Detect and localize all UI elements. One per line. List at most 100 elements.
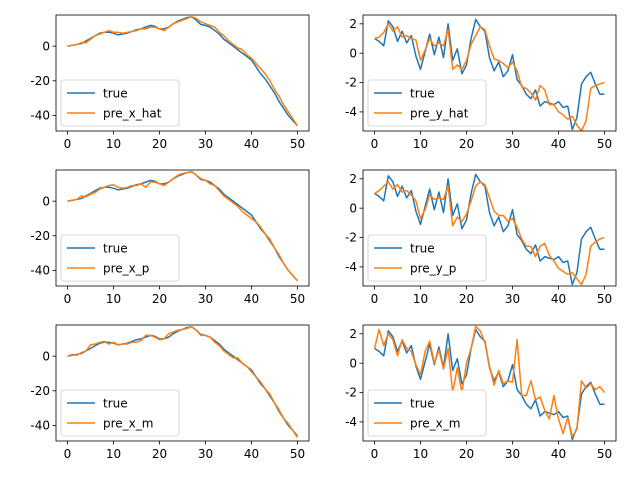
legend: true pre_x_hat — [60, 79, 180, 127]
series-line-pre_x_hat — [67, 15, 299, 127]
legend: true pre_x_m — [367, 389, 487, 437]
y-tick-label: -4 — [345, 415, 357, 429]
legend-label: pre_x_m — [103, 416, 153, 430]
legend-label: true — [410, 396, 435, 410]
x-tick-label: 30 — [505, 447, 520, 461]
y-tick-label: -2 — [345, 386, 357, 400]
x-tick-label: 10 — [106, 292, 121, 306]
axes-frame — [55, 324, 310, 442]
series-group — [67, 15, 299, 127]
y-tick-label: -40 — [30, 419, 50, 433]
y-tick-label: 0 — [42, 39, 50, 53]
legend: true pre_y_hat — [367, 79, 487, 127]
axes-frame — [362, 14, 617, 132]
series-line-true — [374, 18, 605, 131]
legend-label: true — [103, 241, 128, 255]
legend-frame — [367, 79, 487, 127]
x-tick-label: 50 — [597, 447, 612, 461]
y-tick-label: 0 — [349, 356, 357, 370]
series-group — [67, 170, 299, 282]
x-tick-label: 20 — [459, 137, 474, 151]
x-tick-label: 50 — [290, 292, 305, 306]
y-tick-label: -4 — [345, 260, 357, 274]
x-tick-label: 10 — [413, 447, 428, 461]
series-group — [373, 325, 606, 441]
x-tick-label: 20 — [152, 292, 167, 306]
y-tick-label: -2 — [345, 231, 357, 245]
x-tick-label: 0 — [64, 447, 72, 461]
x-tick-label: 30 — [198, 447, 213, 461]
x-tick-label: 0 — [371, 137, 379, 151]
legend-frame — [60, 389, 180, 437]
x-tick-label: 50 — [290, 447, 305, 461]
y-tick-label: 2 — [349, 17, 357, 31]
x-tick-label: 40 — [244, 447, 259, 461]
legend-label: true — [103, 396, 128, 410]
subplot-3: 0 10 20 30 40 50 0 -20 -40 true pre_x_p — [30, 169, 310, 306]
x-tick-label: 20 — [152, 447, 167, 461]
y-tick-label: 2 — [349, 327, 357, 341]
series-group — [374, 173, 605, 286]
x-tick-label: 0 — [64, 137, 72, 151]
y-tick-label: -20 — [30, 74, 50, 88]
y-tick-label: 2 — [349, 172, 357, 186]
series-line-pre_x_p — [67, 170, 299, 282]
legend: true pre_y_p — [367, 234, 487, 282]
y-tick-label: -40 — [30, 264, 50, 278]
legend-frame — [367, 389, 487, 437]
series-line-pre_y_p — [374, 181, 605, 286]
x-tick-label: 30 — [198, 292, 213, 306]
legend-label: pre_x_p — [103, 261, 149, 275]
series-group — [374, 18, 605, 131]
y-tick-label: -20 — [30, 384, 50, 398]
legend-frame — [367, 234, 487, 282]
y-tick-label: -2 — [345, 76, 357, 90]
series-line-pre_x_m — [373, 325, 606, 438]
x-tick-label: 0 — [371, 447, 379, 461]
axes-frame — [362, 169, 617, 287]
legend-label: pre_y_p — [410, 261, 456, 275]
x-tick-label: 50 — [597, 137, 612, 151]
x-tick-label: 10 — [106, 447, 121, 461]
legend-label: pre_x_hat — [103, 106, 162, 120]
x-tick-label: 20 — [152, 137, 167, 151]
legend-frame — [60, 79, 180, 127]
x-tick-label: 0 — [64, 292, 72, 306]
x-tick-label: 0 — [371, 292, 379, 306]
x-tick-label: 20 — [459, 292, 474, 306]
x-tick-label: 40 — [551, 292, 566, 306]
x-tick-label: 10 — [106, 137, 121, 151]
x-tick-label: 10 — [413, 292, 428, 306]
x-tick-label: 40 — [551, 447, 566, 461]
x-tick-label: 20 — [459, 447, 474, 461]
series-line-pre_y_hat — [374, 23, 605, 131]
y-tick-label: 0 — [349, 46, 357, 60]
y-tick-label: -40 — [30, 109, 50, 123]
x-tick-label: 30 — [505, 137, 520, 151]
y-tick-label: -20 — [30, 229, 50, 243]
y-tick-label: -4 — [345, 105, 357, 119]
x-tick-label: 30 — [198, 137, 213, 151]
subplot-5: 0 10 20 30 40 50 0 -20 -40 true pre_x_m — [30, 324, 310, 461]
axes-frame — [362, 324, 617, 442]
x-tick-label: 10 — [413, 137, 428, 151]
legend-label: true — [103, 86, 128, 100]
y-tick-label: 0 — [42, 349, 50, 363]
legend-label: true — [410, 241, 435, 255]
x-tick-label: 40 — [244, 137, 259, 151]
axes-frame — [55, 169, 310, 287]
series-group — [67, 325, 299, 438]
x-tick-label: 50 — [597, 292, 612, 306]
subplot-1: 0 10 20 30 40 50 0 -20 -40 true pre_x_hat — [30, 14, 310, 151]
legend-label: pre_x_m — [410, 416, 460, 430]
y-tick-label: 0 — [349, 201, 357, 215]
legend-label: pre_y_hat — [410, 106, 469, 120]
y-tick-label: 0 — [42, 194, 50, 208]
legend: true pre_x_m — [60, 389, 180, 437]
legend: true pre_x_p — [60, 234, 180, 282]
legend-label: true — [410, 86, 435, 100]
